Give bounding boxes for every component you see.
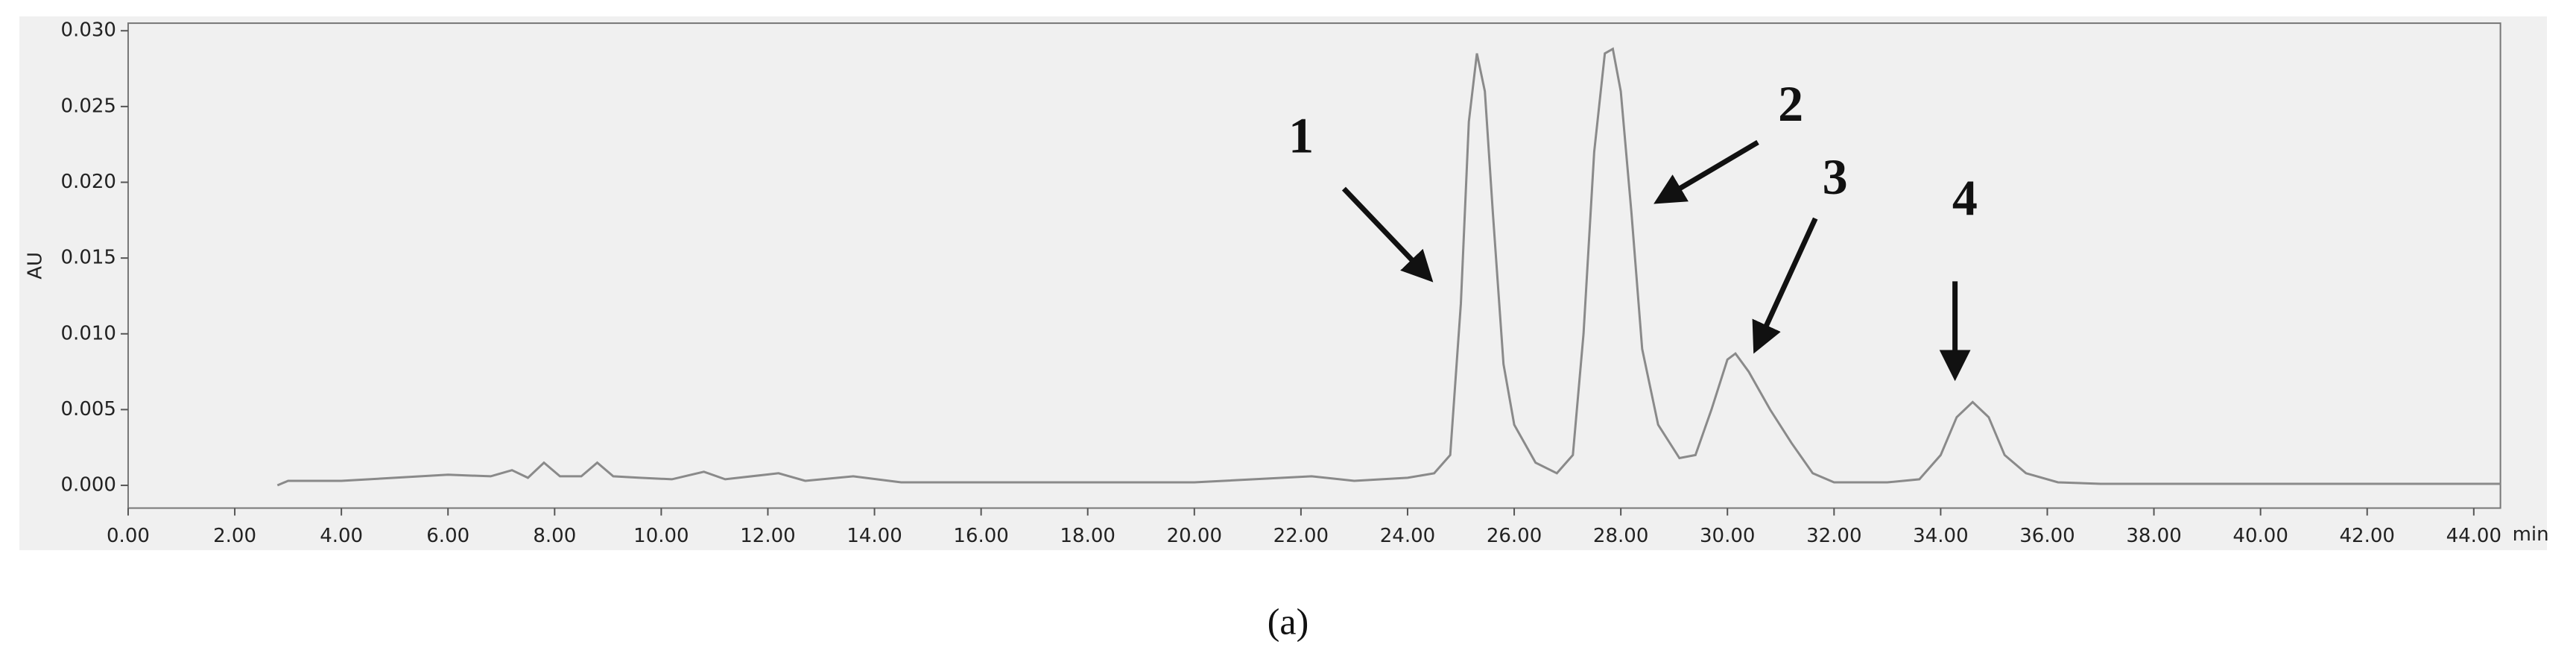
x-tick-label: 32.00 xyxy=(1806,525,1861,547)
x-tick-label: 44.00 xyxy=(2446,525,2501,547)
x-tick-label: 30.00 xyxy=(1700,525,1755,547)
x-tick-label: 28.00 xyxy=(1593,525,1648,547)
x-tick-label: 14.00 xyxy=(846,525,902,547)
x-tick-label: 26.00 xyxy=(1487,525,1542,547)
caption: (a) xyxy=(1268,601,1309,643)
peak-label: 3 xyxy=(1823,148,1848,205)
x-tick-label: 8.00 xyxy=(533,525,576,547)
peak-arrow xyxy=(1653,139,1759,204)
x-tick-label: 6.00 xyxy=(426,525,469,547)
peak-arrow xyxy=(1752,217,1818,354)
x-tick-label: 12.00 xyxy=(740,525,795,547)
x-tick-label: 20.00 xyxy=(1167,525,1222,547)
x-tick-label: 2.00 xyxy=(213,525,256,547)
y-tick-label: 0.015 xyxy=(61,247,116,269)
y-tick-label: 0.020 xyxy=(61,171,116,193)
x-tick-label: 24.00 xyxy=(1380,525,1435,547)
x-tick-label: 34.00 xyxy=(1913,525,1968,547)
y-tick-label: 0.005 xyxy=(61,398,116,420)
x-tick-label: 40.00 xyxy=(2232,525,2288,547)
x-tick-label: 42.00 xyxy=(2340,525,2395,547)
x-tick-label: 22.00 xyxy=(1273,525,1329,547)
x-tick-label: 18.00 xyxy=(1060,525,1115,547)
y-tick-label: 0.010 xyxy=(61,322,116,344)
peak-label: 2 xyxy=(1778,75,1803,132)
x-tick-label: 0.00 xyxy=(107,525,150,547)
y-tick-label: 0.025 xyxy=(61,95,116,117)
plot-area xyxy=(127,22,2501,509)
x-tick-label: 38.00 xyxy=(2126,525,2181,547)
x-tick-label: 36.00 xyxy=(2019,525,2075,547)
y-tick-label: 0.030 xyxy=(61,19,116,42)
y-tick-label: 0.000 xyxy=(61,474,116,497)
x-tick-label: 4.00 xyxy=(320,525,363,547)
peak-arrow xyxy=(1341,186,1434,283)
trace-line xyxy=(276,47,2501,487)
x-tick-label: 10.00 xyxy=(633,525,689,547)
x-axis-label: min xyxy=(2513,523,2549,546)
peak-label: 4 xyxy=(1952,170,1978,227)
x-tick-label: 16.00 xyxy=(953,525,1008,547)
y-axis-label: AU xyxy=(25,252,47,280)
peak-label: 1 xyxy=(1288,107,1314,163)
